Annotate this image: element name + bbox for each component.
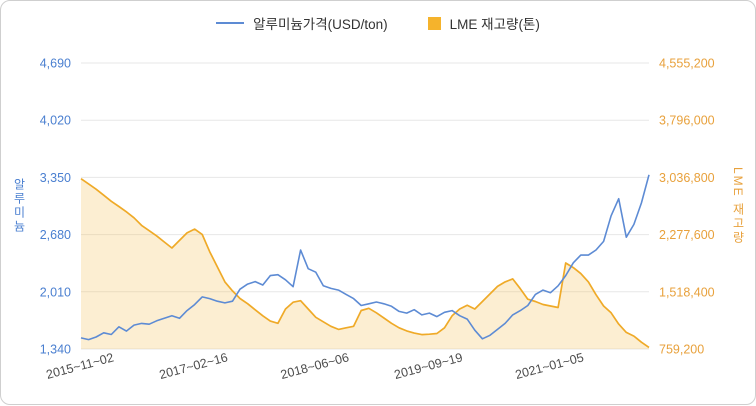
- svg-text:4,020: 4,020: [40, 114, 71, 128]
- area-series-icon: [427, 16, 441, 30]
- legend-item-lme-inventory[interactable]: LME 재고량(톤): [427, 13, 540, 33]
- legend-label-aluminum-price: 알루미늄가격(USD/ton): [253, 17, 388, 32]
- svg-text:2017~02~16: 2017~02~16: [158, 350, 229, 382]
- line-series-icon: [216, 22, 245, 24]
- svg-text:3,036,800: 3,036,800: [659, 171, 715, 185]
- left-axis-title: 알루미늄: [12, 178, 26, 234]
- legend-label-lme-inventory: LME 재고량(톤): [449, 17, 540, 32]
- svg-text:2019~09~19: 2019~09~19: [393, 350, 464, 382]
- svg-text:4,555,200: 4,555,200: [659, 57, 715, 71]
- chart-legend: 알루미늄가격(USD/ton) LME 재고량(톤): [1, 13, 755, 33]
- svg-text:2,680: 2,680: [40, 228, 71, 242]
- area-series-lme-inventory: [80, 177, 650, 349]
- svg-text:3,796,000: 3,796,000: [659, 114, 715, 128]
- svg-text:2,010: 2,010: [40, 285, 71, 299]
- svg-text:759,200: 759,200: [659, 343, 704, 357]
- legend-item-aluminum-price[interactable]: 알루미늄가격(USD/ton): [216, 13, 388, 33]
- svg-text:3,350: 3,350: [40, 171, 71, 185]
- right-axis-title: LME 재고량: [731, 166, 745, 246]
- svg-text:2,277,600: 2,277,600: [659, 228, 715, 242]
- left-axis-tick-labels: 1,340 2,010 2,680 3,350 4,020 4,690: [40, 57, 71, 357]
- svg-text:2018~06~06: 2018~06~06: [279, 350, 350, 382]
- x-axis-tick-labels: 2015~11~02 2017~02~16 2018~06~06 2019~09~19…: [45, 350, 586, 382]
- right-axis-tick-labels: 759,200 1,518,400 2,277,600 3,036,800 3,796,…: [659, 57, 715, 357]
- svg-text:4,690: 4,690: [40, 57, 71, 71]
- svg-text:1,518,400: 1,518,400: [659, 285, 715, 299]
- line-series-aluminum-price: [80, 174, 650, 341]
- svg-text:1,340: 1,340: [40, 343, 71, 357]
- gridlines: [81, 62, 649, 350]
- svg-text:2021~01~05: 2021~01~05: [514, 350, 585, 382]
